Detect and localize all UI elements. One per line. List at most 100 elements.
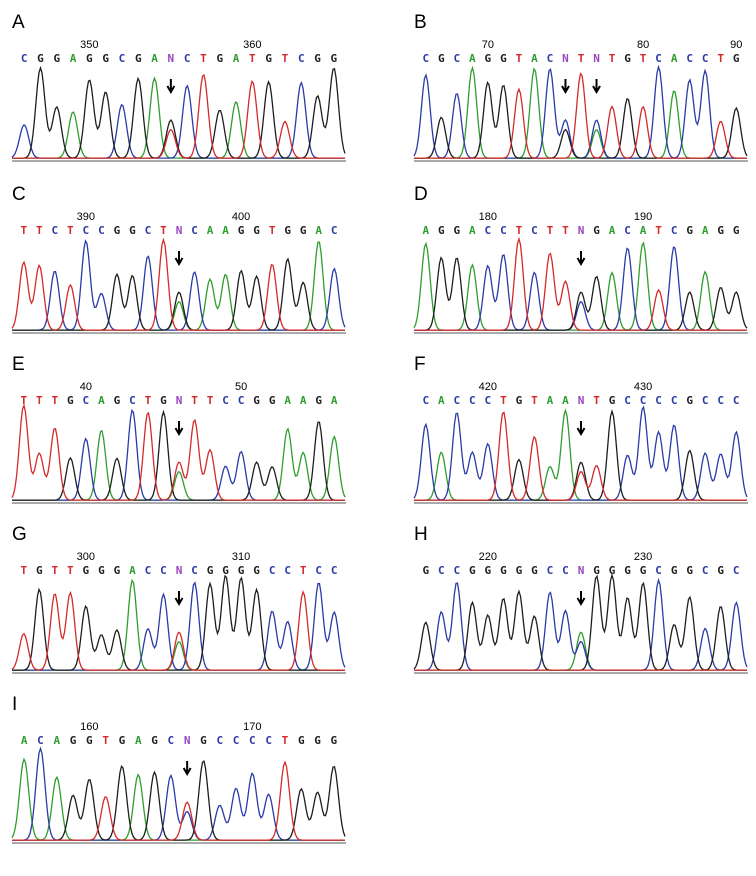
base-call: G <box>485 564 492 577</box>
base-call: G <box>216 52 223 65</box>
base-call: N <box>176 394 183 407</box>
panel-label: A <box>12 12 25 33</box>
base-call: C <box>145 224 152 237</box>
base-call: A <box>531 52 538 65</box>
base-call: A <box>422 224 429 237</box>
panel-label: D <box>414 184 428 205</box>
arrow <box>576 251 586 266</box>
position-number: 310 <box>232 551 250 563</box>
base-call: A <box>609 224 616 237</box>
position-number: 230 <box>634 551 652 563</box>
base-call: T <box>200 52 207 65</box>
base-call: T <box>640 52 647 65</box>
base-call: C <box>686 52 693 65</box>
base-call: T <box>249 52 256 65</box>
base-call: A <box>562 394 569 407</box>
base-call: G <box>37 52 44 65</box>
base-call: A <box>547 394 554 407</box>
base-call: G <box>265 52 272 65</box>
trace <box>12 760 345 841</box>
base-call: T <box>531 394 538 407</box>
base-call: G <box>314 734 321 747</box>
base-call: C <box>284 564 291 577</box>
base-call: G <box>500 52 507 65</box>
base-call: G <box>98 564 105 577</box>
panel-label: E <box>12 354 25 375</box>
base-call: G <box>300 224 307 237</box>
base-call: G <box>114 394 121 407</box>
base-call: T <box>516 224 523 237</box>
position-number: 170 <box>243 721 261 733</box>
base-call: C <box>624 394 631 407</box>
base-call: A <box>315 224 322 237</box>
base-call: G <box>516 564 523 577</box>
base-call: A <box>129 564 136 577</box>
base-call: C <box>624 224 631 237</box>
base-call: A <box>53 734 60 747</box>
base-call: C <box>191 564 198 577</box>
base-call: C <box>671 394 678 407</box>
base-call: C <box>298 52 305 65</box>
base-call: T <box>500 394 507 407</box>
base-call: T <box>593 394 600 407</box>
base-call: T <box>145 394 152 407</box>
trace <box>12 759 346 841</box>
base-call: T <box>207 394 214 407</box>
panel-label: B <box>414 12 427 33</box>
base-call: C <box>191 224 198 237</box>
base-call: C <box>222 394 229 407</box>
panel-label: G <box>12 524 27 545</box>
base-call: G <box>135 52 142 65</box>
base-call: G <box>284 224 291 237</box>
base-call: C <box>145 564 152 577</box>
base-call: C <box>129 394 136 407</box>
base-call: G <box>83 564 90 577</box>
base-call: A <box>207 224 214 237</box>
base-call: C <box>453 564 460 577</box>
panel-label: F <box>414 354 426 375</box>
trace <box>11 403 345 501</box>
base-call: G <box>67 394 74 407</box>
base-call: A <box>331 394 338 407</box>
base-call: N <box>168 52 175 65</box>
base-call: G <box>717 564 724 577</box>
position-number: 180 <box>479 211 497 223</box>
base-call: G <box>733 224 740 237</box>
base-call: G <box>485 52 492 65</box>
base-call: N <box>578 224 585 237</box>
base-call: C <box>733 394 740 407</box>
base-call: C <box>315 564 322 577</box>
position-number: 190 <box>634 211 652 223</box>
trace <box>12 746 345 841</box>
base-call: C <box>422 394 429 407</box>
position-number: 50 <box>235 381 247 393</box>
base-call: T <box>609 52 616 65</box>
base-call: A <box>469 52 476 65</box>
trace <box>414 256 748 331</box>
base-call: G <box>686 394 693 407</box>
trace <box>11 757 345 841</box>
base-call: C <box>216 734 223 747</box>
base-call: C <box>21 52 28 65</box>
base-call: T <box>51 564 58 577</box>
base-call: C <box>485 224 492 237</box>
base-call: N <box>184 734 191 747</box>
position-number: 90 <box>730 39 742 51</box>
base-call: N <box>578 394 585 407</box>
position-number: 80 <box>637 39 649 51</box>
base-call: G <box>331 734 338 747</box>
base-call: G <box>500 564 507 577</box>
position-number: 360 <box>243 39 261 51</box>
base-call: C <box>671 224 678 237</box>
base-call: T <box>269 224 276 237</box>
base-call: A <box>98 394 105 407</box>
arrow <box>592 79 601 94</box>
trace <box>11 590 345 671</box>
arrow <box>182 761 192 776</box>
base-call: A <box>151 52 158 65</box>
position-number: 300 <box>77 551 95 563</box>
base-call: C <box>51 224 58 237</box>
trace <box>413 572 747 671</box>
base-call: C <box>702 564 709 577</box>
